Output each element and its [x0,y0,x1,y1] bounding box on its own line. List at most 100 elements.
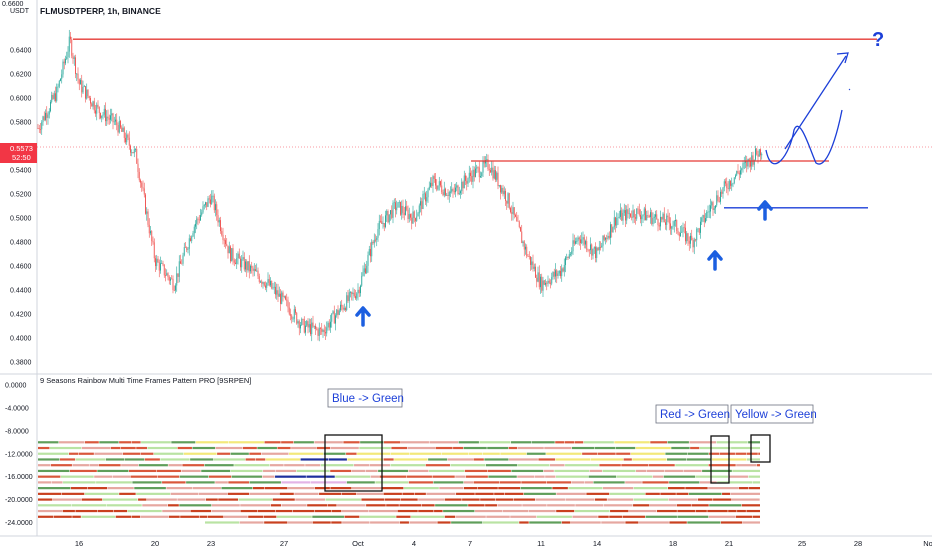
rainbow-band-segment [205,521,240,524]
rainbow-band-segment [190,509,212,513]
candle-body [655,214,656,217]
candle-body [216,204,218,216]
candle-body [693,239,695,248]
rainbow-band-segment [433,481,464,484]
symbol-title[interactable]: FLMUSDTPERP, 1h, BINANCE [40,6,161,16]
rainbow-band-segment [522,504,547,507]
rainbow-band-segment [752,481,760,484]
question-mark-annotation[interactable]: ? [872,29,884,51]
candle-body [582,237,584,240]
candle-body [340,304,341,311]
candle-body [547,280,549,284]
candle-body [431,182,433,187]
indicator-title[interactable]: 9 Seasons Rainbow Multi Time Frames Patt… [40,376,251,385]
rainbow-band-segment [598,515,609,518]
candle-body [518,221,520,228]
rainbow-band-segment [645,492,660,495]
candle-body [368,249,370,256]
highlight-box-red-green[interactable] [710,435,730,484]
rainbow-band-segment [435,504,468,507]
candle-body [180,261,181,264]
candle-body [727,188,729,190]
candle-body [686,233,688,242]
up-arrow-icon[interactable] [707,250,723,271]
annotation-blue-green[interactable]: Blue -> Green [327,388,404,408]
rainbow-band-segment [38,446,50,450]
candle-body [285,296,286,300]
candle-body [456,185,458,188]
candle-body [626,209,628,221]
rainbow-band-segment [614,441,650,444]
rainbow-band-segment [119,441,132,444]
candle-body [160,263,161,271]
candle-body [575,241,576,244]
rainbow-band-segment [458,441,479,444]
candle-body [538,272,540,288]
up-arrow-icon[interactable] [355,306,371,327]
candle-body [145,194,146,214]
candle-body [137,163,139,172]
candle-body [588,249,590,251]
highlight-box-blue-green[interactable] [324,434,383,492]
annotation-yellow-green[interactable]: Yellow -> Green [730,404,817,424]
rainbow-band-segment [667,458,687,461]
candle-body [425,193,426,202]
rainbow-band-segment [741,504,760,507]
rainbow-band-segment [480,498,496,501]
rainbow-band-segment [89,464,99,467]
date-tick-label: 27 [280,539,288,548]
rainbow-band-segment [638,521,669,524]
indicator-axis[interactable]: 0.0000 -4.0000 -8.0000 -12.0000 -16.0000 -20.… [5,383,33,528]
price-tick-label: 0.5800 [10,120,32,127]
rainbow-band-segment [429,469,465,473]
projection-up-line[interactable] [784,55,847,150]
candle-body [233,260,235,263]
candle-body [292,318,294,320]
candle-body [561,268,563,277]
candle-body [682,227,684,232]
candle-body [247,261,249,271]
rainbow-band-segment [494,492,505,495]
candle-body [46,112,48,118]
candle-body [520,227,521,232]
candle-body [338,310,340,315]
rainbow-band-segment [407,446,436,450]
candle-body [570,253,571,255]
rainbow-indicator-bands [38,441,760,524]
candle-body [295,309,296,313]
rainbow-band-segment [147,498,177,501]
annotation-red-green[interactable]: Red -> Green [655,404,730,424]
candle-body [703,215,705,222]
candle-body [467,178,469,184]
candle-body [468,172,470,179]
candle-body [550,282,551,284]
price-axis[interactable]: 0.64000.62000.60000.58000.56000.54000.52… [10,48,32,367]
candle-body [342,306,344,310]
candle-body [700,221,701,233]
time-axis[interactable]: 16 20 23 27 Oct 4 7 11 14 18 21 25 28 No [75,539,932,548]
candle-body [483,160,485,164]
rainbow-band-segment [337,504,366,507]
up-arrow-icon[interactable] [757,200,773,221]
rainbow-band-segment [597,452,616,455]
rainbow-band-segment [406,475,432,478]
candle-body [82,86,84,93]
rainbow-band-segment [603,504,633,507]
candle-body [182,255,184,264]
candle-body [297,321,299,324]
rainbow-band-segment [359,515,396,518]
rainbow-band-segment [369,464,390,467]
rainbow-band-segment [131,441,141,444]
price-tick-label: 0.5000 [10,216,32,223]
candle-body [616,218,618,226]
candle-body [57,86,59,88]
rainbow-band-segment [708,487,739,490]
candle-body [553,272,555,277]
candle-body [90,98,91,104]
highlight-box-yellow-green[interactable] [750,434,771,463]
candle-body [600,246,601,248]
projection-wave-line[interactable] [765,109,843,165]
rainbow-band-segment [38,441,59,444]
rainbow-band-segment [531,441,555,444]
